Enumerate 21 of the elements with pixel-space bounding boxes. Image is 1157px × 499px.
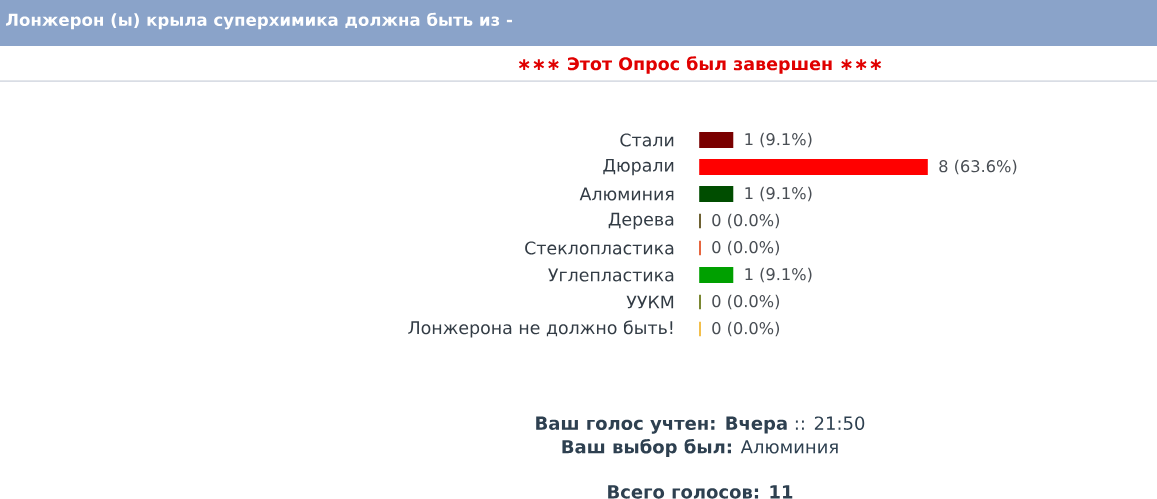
y-tick-label: Стали [620,133,674,147]
data-label: 0 (0.0%) [712,321,780,337]
y-tick-label: Дерева [608,212,674,230]
text: Ваш голос учтен: Вчера :: 21:50 [536,416,865,434]
text: Всего голосов: 11 [608,485,793,499]
data-label: 1 (9.1%) [745,267,812,283]
data-label: 0 (0.0%) [712,240,780,256]
data-label: 8 (63.6%) [939,159,1017,175]
y-tick-label: Стеклопластика [525,241,674,255]
text: Лонжерон (ы) крыла суперхимика должна быть из - [5,12,512,30]
data-label: 0 (0.0%) [712,294,780,310]
data-label: 0 (0.0%) [712,213,780,229]
chart-subtitle: ∗∗∗ Этот Опрос был завершен ∗∗∗ [518,56,882,74]
text: Ваш выбор был: Алюминия [562,438,838,458]
data-label: 1 (9.1%) [745,186,812,202]
y-tick-label: Лонжерона не должно быть! [408,320,673,338]
y-tick-label: Углепластика [548,268,674,282]
y-tick-label: Дюрали [603,158,674,176]
y-tick-label: Алюминия [579,187,674,201]
data-label: 1 (9.1%) [745,132,812,148]
y-tick-label: УУКМ [626,295,674,309]
